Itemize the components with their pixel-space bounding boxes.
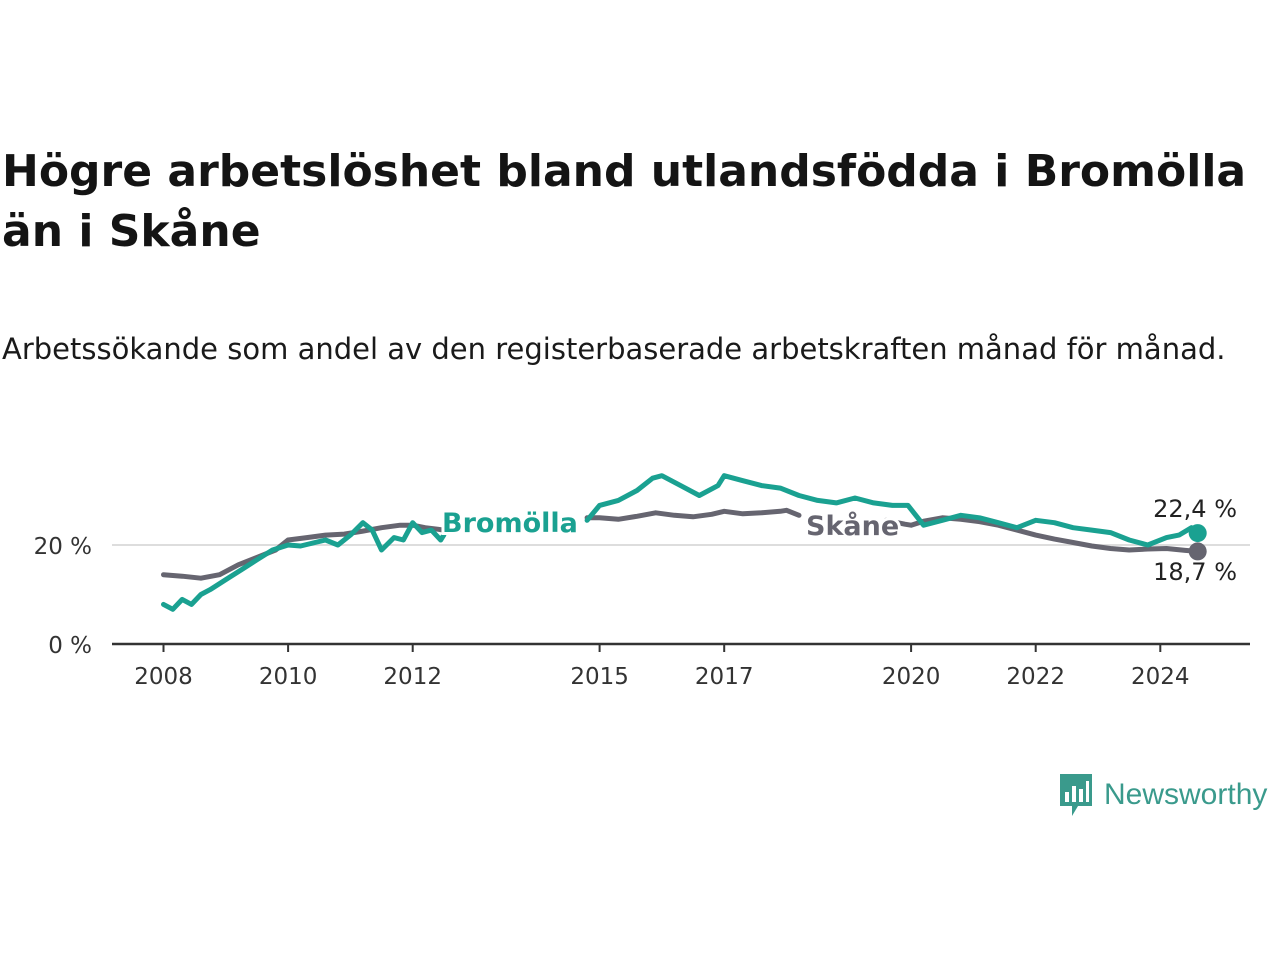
x-tick-label-2017: 2017 (695, 664, 754, 690)
series-label-skane: Skåne (806, 510, 899, 542)
newsworthy-logo: Newsworthy (1058, 772, 1267, 818)
x-tick-label-2008: 2008 (134, 664, 193, 690)
x-tick-label-2024: 2024 (1131, 664, 1190, 690)
line-chart: 0 % 20 % 2008 2010 2012 2015 2017 2020 2022 202… (34, 473, 1250, 690)
series-line-bromolla (161, 473, 1201, 612)
y-tick-label-20: 20 % (34, 534, 92, 560)
x-tick-label-2020: 2020 (882, 664, 941, 690)
x-tick-label-2015: 2015 (570, 664, 629, 690)
y-tick-label-0: 0 % (48, 633, 92, 659)
x-axis: 2008 2010 2012 2015 2017 2020 2022 2024 (112, 642, 1250, 690)
x-tick-label-2022: 2022 (1006, 664, 1065, 690)
end-label-skane: 18,7 % (1153, 558, 1237, 586)
end-point-skane (1188, 542, 1207, 561)
brand-name: Newsworthy (1104, 778, 1268, 811)
bar-chart-icon (1060, 774, 1092, 816)
x-tick-label-2010: 2010 (259, 664, 318, 690)
x-tick-label-2012: 2012 (383, 664, 442, 690)
end-point-bromolla (1188, 524, 1207, 543)
chart-subtitle: Arbetssökande som andel av den registerb… (2, 332, 1226, 366)
series-label-bromolla: Bromölla (442, 508, 578, 539)
end-label-bromolla: 22,4 % (1153, 495, 1237, 523)
chart-title: Högre arbetslöshet bland utlandsfödda i … (2, 146, 1247, 257)
